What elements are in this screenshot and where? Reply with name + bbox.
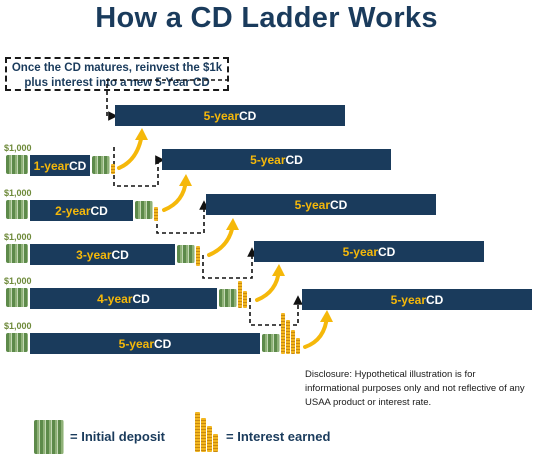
deposit-amount: $1,000 xyxy=(4,143,32,153)
coin-stack-icon xyxy=(296,338,300,354)
cd-term-year: 5-year xyxy=(342,244,379,259)
cash-icon xyxy=(6,288,28,307)
cash-icon xyxy=(135,201,153,219)
disclosure-text: Disclosure: Hypothetical illustration is… xyxy=(305,369,525,408)
cd-bar-2-year: 2-year CD xyxy=(30,200,133,221)
reinvested-cd-bar: 5-year CD xyxy=(302,289,532,310)
cash-icon xyxy=(92,156,110,174)
cd-term-year: 3-year xyxy=(76,247,112,262)
cd-term-year: 1-year xyxy=(33,158,70,173)
coin-stack-icon xyxy=(238,281,242,308)
cd-label-suffix: CD xyxy=(69,158,87,173)
cd-bar-3-year: 3-year CD xyxy=(30,244,175,265)
cd-label-suffix: CD xyxy=(378,244,396,259)
legend-deposit-label: = Initial deposit xyxy=(70,429,165,444)
cd-term-year: 2-year xyxy=(55,203,91,218)
cd-label-suffix: CD xyxy=(154,336,172,351)
deposit-amount: $1,000 xyxy=(4,276,32,286)
reinvest-callout: Once the CD matures, reinvest the $1k pl… xyxy=(5,57,229,91)
coin-stack-icon xyxy=(291,330,295,354)
cd-term-year: 5-year xyxy=(250,152,286,167)
cd-term-year: 5-year xyxy=(294,197,331,212)
callout-connector xyxy=(106,79,229,121)
coin-stack-icon xyxy=(111,164,115,174)
cash-icon xyxy=(262,334,280,352)
cash-icon xyxy=(6,155,28,174)
cash-icon xyxy=(219,289,237,307)
cd-term-year: 5-year xyxy=(203,108,240,123)
reinvested-cd-bar: 5-year CD xyxy=(206,194,436,215)
cash-icon xyxy=(6,200,28,219)
cd-bar-1-year: 1-year CD xyxy=(30,155,90,176)
cd-label-suffix: CD xyxy=(426,292,444,307)
cd-term-year: 5-year xyxy=(118,336,155,351)
connector-2 xyxy=(156,200,209,234)
cd-label-suffix: CD xyxy=(132,291,150,306)
cd-label-suffix: CD xyxy=(90,203,108,218)
reinvested-cd-bar: 5-year CD xyxy=(254,241,484,262)
reinvested-cd-bar: 5-year CD xyxy=(162,149,391,170)
coin-stack-icon xyxy=(243,291,247,308)
cd-label-suffix: CD xyxy=(330,197,348,212)
cd-bar-5-year: 5-year CD xyxy=(30,333,260,354)
deposit-amount: $1,000 xyxy=(4,188,32,198)
reinvested-cd-bar: 5-year CD xyxy=(115,105,345,126)
cash-icon xyxy=(6,333,28,352)
legend-cash-icon xyxy=(34,420,64,454)
cash-icon xyxy=(6,244,28,263)
coin-stack-icon xyxy=(196,246,200,266)
deposit-amount: $1,000 xyxy=(4,321,32,331)
legend-coin-stack-icon xyxy=(213,434,218,452)
coin-stack-icon xyxy=(281,313,285,354)
deposit-amount: $1,000 xyxy=(4,232,32,242)
legend-coin-stack-icon xyxy=(201,418,206,452)
cd-term-year: 4-year xyxy=(97,291,133,306)
legend-coin-stack-icon xyxy=(195,412,200,452)
callout-line-1: Once the CD matures, reinvest the $1k xyxy=(11,62,223,74)
cash-icon xyxy=(177,245,195,263)
legend-interest-label: = Interest earned xyxy=(226,429,331,444)
coin-stack-icon xyxy=(154,207,158,221)
cd-label-suffix: CD xyxy=(111,247,129,262)
coin-stack-icon xyxy=(286,320,290,354)
cd-term-year: 5-year xyxy=(390,292,427,307)
page-title: How a CD Ladder Works xyxy=(95,2,438,34)
cd-label-suffix: CD xyxy=(239,108,257,123)
cd-label-suffix: CD xyxy=(285,152,303,167)
legend-coin-stack-icon xyxy=(207,426,212,452)
connector-1 xyxy=(113,147,165,187)
cd-bar-4-year: 4-year CD xyxy=(30,288,217,309)
connector-4 xyxy=(249,295,303,326)
connector-3 xyxy=(202,247,257,279)
